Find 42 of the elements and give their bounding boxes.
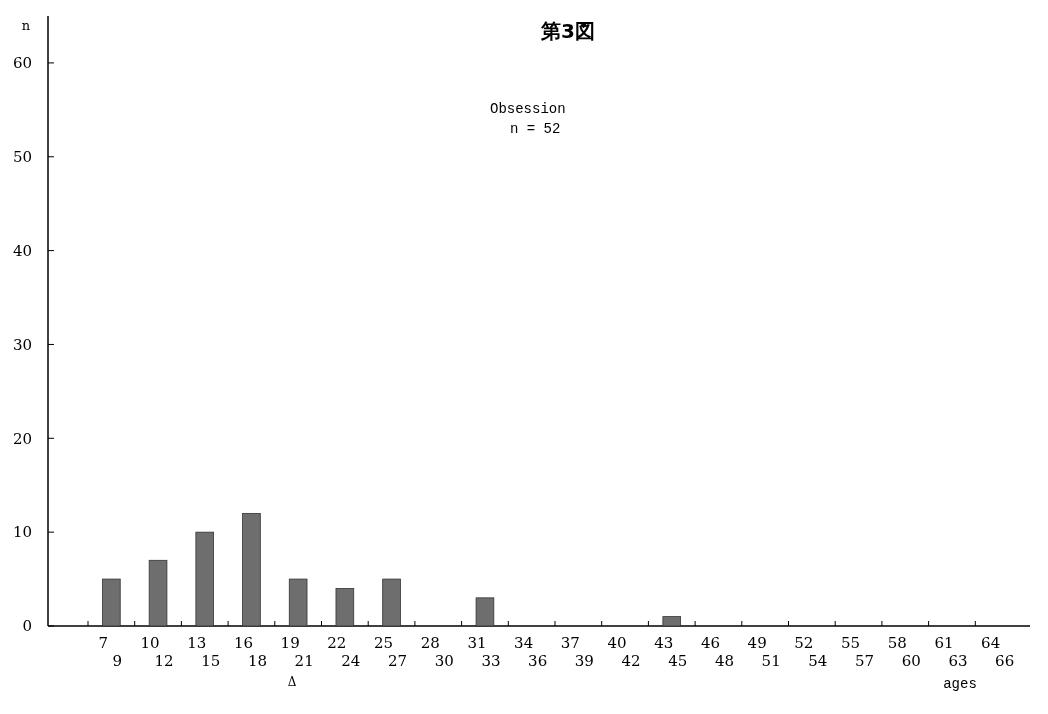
x-tick-label: 19 21	[280, 634, 314, 670]
bar	[662, 616, 682, 627]
x-tick-label: 52 54	[794, 634, 828, 670]
x-tick-label: 7 9	[98, 634, 123, 670]
x-tick-label: 37 39	[560, 634, 594, 670]
bar	[242, 512, 261, 627]
y-axis-title: n	[21, 18, 31, 33]
bar	[148, 559, 168, 627]
x-tick-label: 13 15	[187, 634, 221, 670]
x-tick-label: 55 57	[841, 634, 875, 670]
x-tick-label: 25 27	[374, 634, 408, 670]
x-tick-label: 31 33	[467, 634, 501, 670]
bar	[335, 588, 355, 627]
x-tick-label: 61 63	[934, 634, 968, 670]
x-tick-label: 22 24	[327, 634, 361, 670]
x-tick-label: 34 36	[514, 634, 548, 670]
bar	[475, 597, 495, 627]
x-tick-label: 49 51	[747, 634, 781, 670]
bar	[102, 578, 121, 627]
x-tick-label: 10 12	[140, 634, 174, 670]
y-tick-label: 30	[12, 335, 32, 354]
x-axis-title: ages	[943, 676, 977, 692]
text: Δ	[287, 675, 297, 689]
x-tick-label: 58 60	[887, 634, 921, 670]
x-tick-label: 28 30	[420, 634, 454, 670]
y-tick-label: 50	[12, 148, 32, 167]
x-tick-label: 64 66	[981, 634, 1015, 670]
bar	[195, 531, 215, 627]
y-tick-label: 40	[12, 241, 32, 260]
y-tick-label: 60	[12, 54, 32, 73]
y-tick-label: 0	[22, 617, 32, 636]
bar	[382, 578, 401, 627]
x-tick-label: 43 45	[654, 634, 688, 670]
x-tick-label: 16 18	[233, 634, 267, 670]
x-tick-label: 40 42	[607, 634, 641, 670]
y-tick-label: 20	[12, 429, 32, 448]
annotation: Obsession	[490, 101, 566, 117]
annotation: n = 52	[510, 121, 561, 137]
chart-title: 第3図	[540, 19, 595, 43]
bar	[288, 578, 308, 627]
y-tick-label: 10	[12, 523, 32, 542]
x-tick-label: 46 48	[700, 634, 734, 670]
